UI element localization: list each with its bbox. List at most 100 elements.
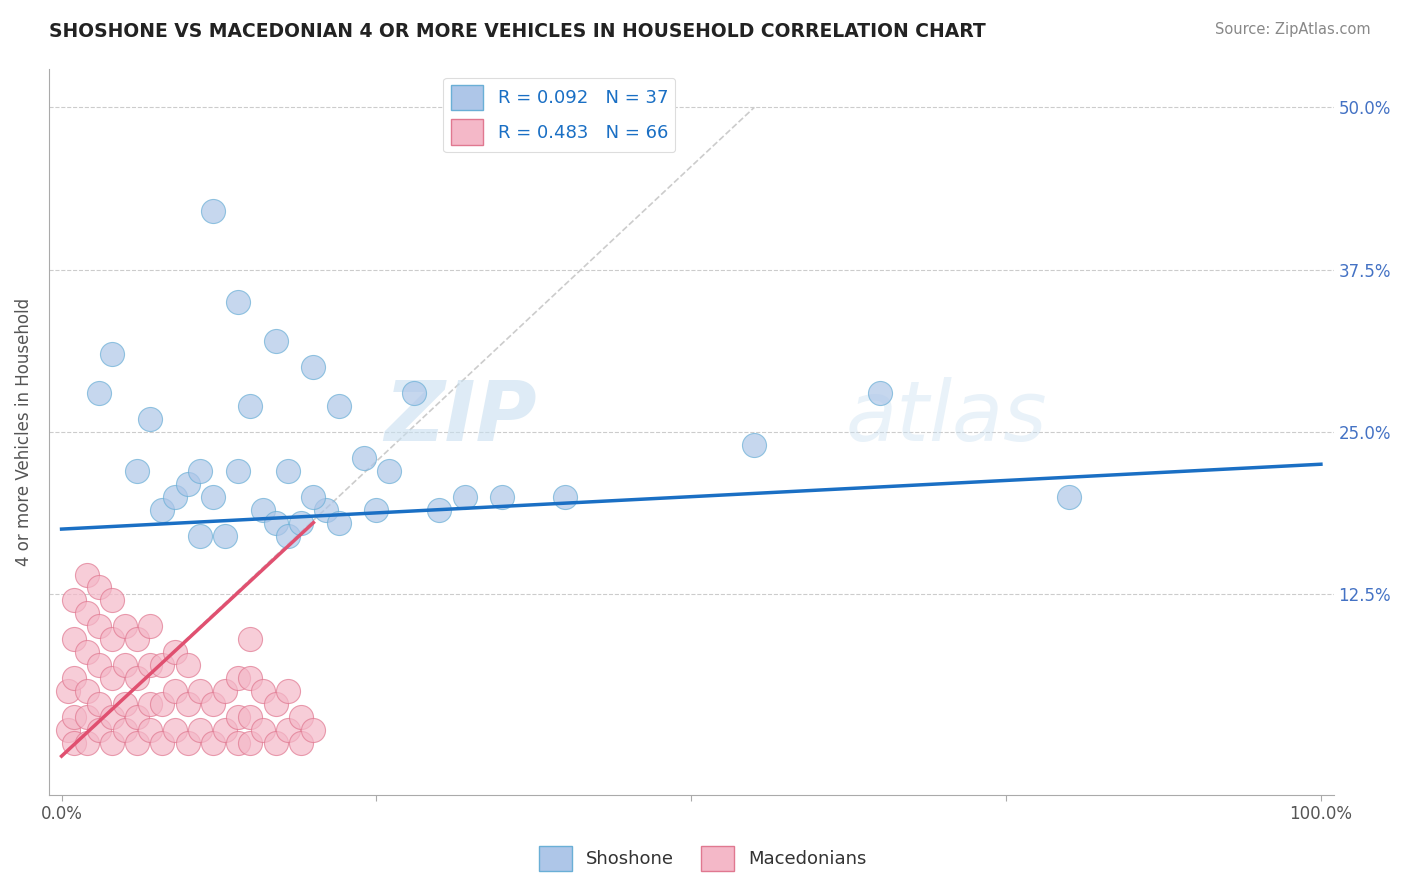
- Point: [453, 490, 475, 504]
- Point: [201, 736, 224, 750]
- Point: [188, 684, 211, 698]
- Point: [101, 632, 124, 647]
- Point: [138, 698, 160, 712]
- Point: [188, 528, 211, 542]
- Point: [76, 607, 98, 621]
- Point: [214, 684, 236, 698]
- Point: [163, 490, 186, 504]
- Point: [56, 684, 79, 698]
- Point: [290, 710, 312, 724]
- Point: [63, 736, 86, 750]
- Point: [63, 710, 86, 724]
- Point: [188, 464, 211, 478]
- Point: [277, 464, 299, 478]
- Point: [163, 723, 186, 738]
- Point: [366, 502, 388, 516]
- Point: [76, 567, 98, 582]
- Point: [150, 736, 173, 750]
- Point: [239, 632, 262, 647]
- Point: [378, 464, 401, 478]
- Point: [328, 516, 350, 530]
- Point: [89, 723, 111, 738]
- Point: [264, 516, 287, 530]
- Text: ZIP: ZIP: [384, 376, 537, 458]
- Point: [76, 645, 98, 659]
- Point: [76, 684, 98, 698]
- Point: [264, 334, 287, 348]
- Point: [252, 502, 274, 516]
- Point: [226, 671, 249, 685]
- Point: [277, 684, 299, 698]
- Text: atlas: atlas: [845, 376, 1047, 458]
- Point: [201, 204, 224, 219]
- Point: [76, 736, 98, 750]
- Point: [239, 736, 262, 750]
- Point: [138, 658, 160, 673]
- Text: SHOSHONE VS MACEDONIAN 4 OR MORE VEHICLES IN HOUSEHOLD CORRELATION CHART: SHOSHONE VS MACEDONIAN 4 OR MORE VEHICLE…: [49, 22, 986, 41]
- Point: [150, 658, 173, 673]
- Point: [554, 490, 576, 504]
- Point: [127, 632, 149, 647]
- Y-axis label: 4 or more Vehicles in Household: 4 or more Vehicles in Household: [15, 298, 32, 566]
- Point: [89, 619, 111, 633]
- Point: [869, 385, 891, 400]
- Point: [226, 464, 249, 478]
- Point: [89, 698, 111, 712]
- Point: [150, 698, 173, 712]
- Point: [328, 399, 350, 413]
- Point: [264, 736, 287, 750]
- Point: [101, 710, 124, 724]
- Point: [138, 619, 160, 633]
- Point: [252, 684, 274, 698]
- Point: [63, 593, 86, 607]
- Point: [56, 723, 79, 738]
- Point: [76, 710, 98, 724]
- Legend: R = 0.092   N = 37, R = 0.483   N = 66: R = 0.092 N = 37, R = 0.483 N = 66: [443, 78, 675, 153]
- Text: Source: ZipAtlas.com: Source: ZipAtlas.com: [1215, 22, 1371, 37]
- Point: [302, 490, 325, 504]
- Point: [188, 723, 211, 738]
- Point: [290, 516, 312, 530]
- Legend: Shoshone, Macedonians: Shoshone, Macedonians: [531, 838, 875, 879]
- Point: [127, 464, 149, 478]
- Point: [239, 710, 262, 724]
- Point: [127, 710, 149, 724]
- Point: [138, 412, 160, 426]
- Point: [176, 698, 198, 712]
- Point: [226, 710, 249, 724]
- Point: [127, 671, 149, 685]
- Point: [163, 645, 186, 659]
- Point: [427, 502, 450, 516]
- Point: [239, 671, 262, 685]
- Point: [264, 698, 287, 712]
- Point: [101, 593, 124, 607]
- Point: [277, 723, 299, 738]
- Point: [138, 723, 160, 738]
- Point: [226, 736, 249, 750]
- Point: [101, 671, 124, 685]
- Point: [277, 528, 299, 542]
- Point: [89, 385, 111, 400]
- Point: [491, 490, 513, 504]
- Point: [150, 502, 173, 516]
- Point: [302, 359, 325, 374]
- Point: [1057, 490, 1080, 504]
- Point: [114, 658, 136, 673]
- Point: [127, 736, 149, 750]
- Point: [252, 723, 274, 738]
- Point: [201, 698, 224, 712]
- Point: [89, 581, 111, 595]
- Point: [101, 736, 124, 750]
- Point: [114, 619, 136, 633]
- Point: [63, 671, 86, 685]
- Point: [63, 632, 86, 647]
- Point: [201, 490, 224, 504]
- Point: [176, 476, 198, 491]
- Point: [114, 723, 136, 738]
- Point: [404, 385, 426, 400]
- Point: [353, 450, 375, 465]
- Point: [114, 698, 136, 712]
- Point: [163, 684, 186, 698]
- Point: [239, 399, 262, 413]
- Point: [176, 736, 198, 750]
